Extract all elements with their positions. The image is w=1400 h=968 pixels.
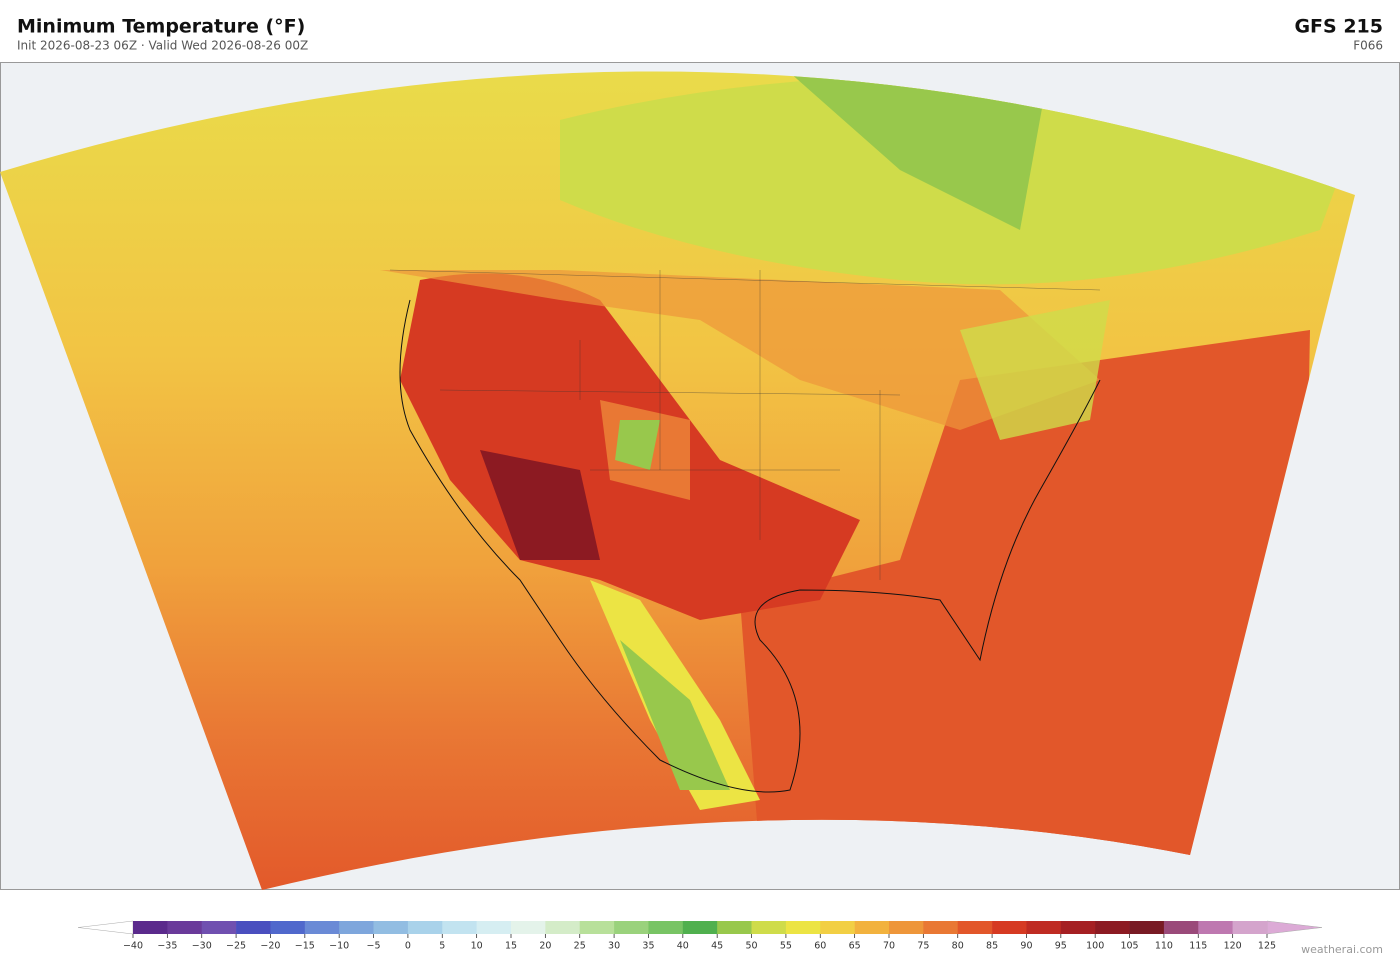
model: GFS 215 bbox=[1294, 16, 1383, 38]
tick-label: 60 bbox=[814, 941, 826, 952]
colorbar-bin bbox=[957, 921, 993, 934]
tick-label: 50 bbox=[745, 941, 757, 952]
coastline bbox=[399, 299, 1101, 793]
colorbar-bin bbox=[717, 921, 752, 934]
tick-label: 45 bbox=[711, 941, 723, 952]
colorbar-bin bbox=[923, 921, 959, 934]
tick-label: 5 bbox=[439, 941, 445, 952]
tick-label: 90 bbox=[1020, 941, 1032, 952]
colorbar-bin bbox=[614, 921, 649, 934]
colorbar-bin bbox=[648, 921, 684, 934]
colorbar-under bbox=[77, 920, 134, 935]
credit: weatherai.com bbox=[1301, 943, 1383, 956]
colorbar-bin bbox=[751, 921, 787, 934]
tick-label: 95 bbox=[1055, 941, 1067, 952]
tick-label: 120 bbox=[1224, 941, 1242, 952]
tick-label: −15 bbox=[295, 941, 315, 952]
forecast-hour: F066 bbox=[1353, 39, 1383, 53]
colorbar-bin bbox=[339, 921, 374, 934]
tick-label: 115 bbox=[1189, 941, 1207, 952]
map bbox=[0, 62, 1400, 890]
colorbar-bin bbox=[167, 921, 203, 934]
colorbar-bin bbox=[133, 921, 168, 934]
tick-label: 110 bbox=[1155, 941, 1173, 952]
colorbar-bin bbox=[1026, 921, 1062, 934]
tick-label: −20 bbox=[260, 941, 280, 952]
colorbar-over bbox=[1266, 920, 1323, 935]
colorbar-bin bbox=[1129, 921, 1165, 934]
colorbar-bin bbox=[407, 921, 443, 934]
borders bbox=[389, 269, 1101, 580]
tick-label: 80 bbox=[952, 941, 964, 952]
tick-label: 10 bbox=[471, 941, 483, 952]
colorbar-bin bbox=[270, 921, 306, 934]
tick-label: 125 bbox=[1258, 941, 1276, 952]
tick-label: 105 bbox=[1120, 941, 1138, 952]
subtitle: Init 2026-08-23 06Z · Valid Wed 2026-08-… bbox=[17, 39, 308, 53]
colorbar-bin bbox=[1232, 921, 1268, 934]
tick-label: 20 bbox=[539, 941, 551, 952]
colorbar-bin bbox=[579, 921, 615, 934]
tick-label: 40 bbox=[677, 941, 689, 952]
tick-label: 55 bbox=[780, 941, 792, 952]
colorbar-bin bbox=[545, 921, 581, 934]
colorbar-bin bbox=[854, 921, 890, 934]
tick-label: −25 bbox=[226, 941, 246, 952]
colorbar-bin bbox=[511, 921, 546, 934]
tick-label: 35 bbox=[642, 941, 654, 952]
colorbar-bin bbox=[889, 921, 924, 934]
colorbar-bin bbox=[236, 921, 271, 934]
colorbar-bin bbox=[373, 921, 409, 934]
colorbar-bin bbox=[682, 921, 718, 934]
colorbar-bin bbox=[1095, 921, 1130, 934]
tick-label: −35 bbox=[157, 941, 177, 952]
colorbar-bin bbox=[304, 921, 340, 934]
tick-label: 0 bbox=[405, 941, 411, 952]
header: Minimum Temperature (°F) Init 2026-08-23… bbox=[17, 16, 1383, 53]
colorbar-bin bbox=[820, 921, 855, 934]
tick-label: 30 bbox=[608, 941, 620, 952]
colorbar-bin bbox=[476, 921, 512, 934]
tick-label: −40 bbox=[123, 941, 143, 952]
colorbar-bin bbox=[442, 921, 477, 934]
tick-label: 70 bbox=[883, 941, 895, 952]
tick-label: 75 bbox=[917, 941, 929, 952]
tick-label: −10 bbox=[329, 941, 349, 952]
colorbar-bin bbox=[201, 921, 237, 934]
colorbar-bin bbox=[785, 921, 821, 934]
tick-label: 100 bbox=[1086, 941, 1104, 952]
colorbar-bin bbox=[1198, 921, 1233, 934]
tick-label: −5 bbox=[367, 941, 381, 952]
tick-label: 25 bbox=[574, 941, 586, 952]
tick-label: 15 bbox=[505, 941, 517, 952]
colorbar: −40 −35 −30 −25 −20 −15 −10 −5 0 5 10 15 20 25 30 35 40 4… bbox=[77, 920, 1323, 952]
tick-label: 65 bbox=[849, 941, 861, 952]
title: Minimum Temperature (°F) bbox=[17, 16, 305, 38]
tick-label: −30 bbox=[192, 941, 212, 952]
colorbar-bin bbox=[1060, 921, 1096, 934]
colorbar-bin bbox=[992, 921, 1027, 934]
colorbar-bin bbox=[1163, 921, 1199, 934]
tick-label: 85 bbox=[986, 941, 998, 952]
